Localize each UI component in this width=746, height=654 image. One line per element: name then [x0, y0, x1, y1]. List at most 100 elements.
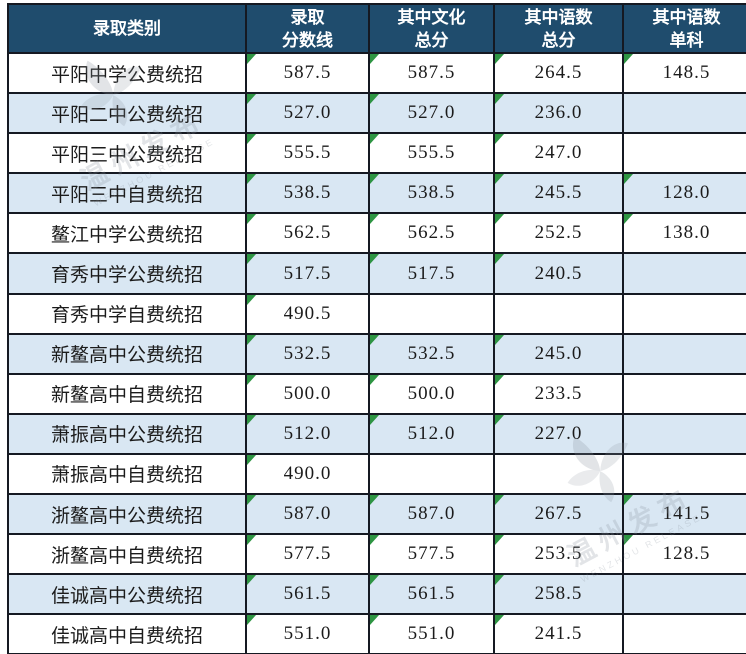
score-cell: 577.5 — [368, 533, 495, 576]
score-cell: 141.5 — [622, 493, 746, 536]
category-cell: 浙鳌高中自费统招 — [7, 533, 247, 576]
category-cell: 新鳌高中自费统招 — [7, 372, 247, 415]
table-row: 平阳三中公费统招 555.5 555.5 247.0 — [7, 132, 746, 175]
header-row: 录取类别 录取 分数线 其中文化 总分 其中语数 总分 其中语数 单科 — [7, 3, 746, 54]
table-row: 鳌江中学公费统招 562.5 562.5 252.5 138.0 — [7, 212, 746, 255]
score-cell: 517.5 — [368, 252, 495, 295]
empty-cell — [622, 292, 746, 335]
empty-cell — [493, 452, 624, 496]
score-cell: 247.0 — [493, 132, 624, 175]
category-cell: 鳌江中学公费统招 — [7, 212, 247, 255]
score-cell: 532.5 — [368, 332, 495, 375]
score-cell: 500.0 — [245, 372, 370, 415]
score-cell: 538.5 — [368, 172, 495, 215]
empty-cell — [368, 292, 495, 335]
table-row: 平阳二中公费统招 527.0 527.0 236.0 — [7, 92, 746, 135]
table-row: 育秀中学自费统招 490.5 — [7, 292, 746, 335]
score-cell: 562.5 — [245, 212, 370, 255]
empty-cell — [622, 252, 746, 295]
score-cell: 587.0 — [368, 493, 495, 536]
score-cell: 512.0 — [368, 412, 495, 455]
empty-cell — [622, 452, 746, 496]
empty-cell — [622, 573, 746, 616]
score-cell: 577.5 — [245, 533, 370, 576]
header-culture-total: 其中文化 总分 — [368, 3, 495, 54]
empty-cell — [493, 292, 624, 335]
score-cell: 527.0 — [245, 92, 370, 135]
category-cell: 平阳中学公费统招 — [7, 51, 247, 95]
table-row: 萧振高中公费统招 512.0 512.0 227.0 — [7, 412, 746, 455]
score-cell: 253.5 — [493, 533, 624, 576]
score-cell: 236.0 — [493, 92, 624, 135]
empty-cell — [622, 132, 746, 175]
score-cell: 267.5 — [493, 493, 624, 536]
score-cell: 264.5 — [493, 51, 624, 95]
score-cell: 551.0 — [368, 613, 495, 654]
score-cell: 500.0 — [368, 372, 495, 415]
header-chinese-math-total: 其中语数 总分 — [493, 3, 624, 54]
score-cell: 245.0 — [493, 332, 624, 375]
table-row: 佳诚高中公费统招 561.5 561.5 258.5 — [7, 573, 746, 616]
table-row: 新鳌高中公费统招 532.5 532.5 245.0 — [7, 332, 746, 375]
score-cell: 490.0 — [245, 452, 370, 496]
score-cell: 138.0 — [622, 212, 746, 255]
table-row: 萧振高中自费统招 490.0 — [7, 452, 746, 496]
score-cell: 128.0 — [622, 172, 746, 215]
score-cell: 562.5 — [368, 212, 495, 255]
score-cell: 561.5 — [245, 573, 370, 616]
table-row: 浙鳌高中公费统招 587.0 587.0 267.5 141.5 — [7, 493, 746, 536]
score-cell: 517.5 — [245, 252, 370, 295]
score-cell: 561.5 — [368, 573, 495, 616]
score-cell: 252.5 — [493, 212, 624, 255]
header-score-line: 录取 分数线 — [245, 3, 370, 54]
table-row: 佳诚高中自费统招 551.0 551.0 241.5 — [7, 613, 746, 654]
score-cell: 148.5 — [622, 51, 746, 95]
score-cell: 587.5 — [245, 51, 370, 95]
table-row: 平阳三中自费统招 538.5 538.5 245.5 128.0 — [7, 172, 746, 215]
score-cell: 490.5 — [245, 292, 370, 335]
score-cell: 245.5 — [493, 172, 624, 215]
table-row: 育秀中学公费统招 517.5 517.5 240.5 — [7, 252, 746, 295]
empty-cell — [622, 332, 746, 375]
header-chinese-math-single: 其中语数 单科 — [622, 3, 746, 54]
score-cell: 538.5 — [245, 172, 370, 215]
table-body: 平阳中学公费统招 587.5 587.5 264.5 148.5 平阳二中公费统招 527.… — [7, 51, 746, 654]
score-cell: 587.0 — [245, 493, 370, 536]
score-cell: 587.5 — [368, 51, 495, 95]
category-cell: 平阳三中自费统招 — [7, 172, 247, 215]
category-cell: 萧振高中公费统招 — [7, 412, 247, 455]
category-cell: 佳诚高中公费统招 — [7, 573, 247, 616]
score-cell: 527.0 — [368, 92, 495, 135]
category-cell: 萧振高中自费统招 — [7, 452, 247, 496]
category-cell: 佳诚高中自费统招 — [7, 613, 247, 654]
score-cell: 532.5 — [245, 332, 370, 375]
category-cell: 育秀中学自费统招 — [7, 292, 247, 335]
score-cell: 233.5 — [493, 372, 624, 415]
score-cell: 512.0 — [245, 412, 370, 455]
score-cell: 227.0 — [493, 412, 624, 455]
score-cell: 555.5 — [368, 132, 495, 175]
score-cell: 240.5 — [493, 252, 624, 295]
empty-cell — [368, 452, 495, 496]
category-cell: 新鳌高中公费统招 — [7, 332, 247, 375]
empty-cell — [622, 613, 746, 654]
table-row: 平阳中学公费统招 587.5 587.5 264.5 148.5 — [7, 51, 746, 95]
header-category-label: 录取类别 — [93, 19, 161, 38]
empty-cell — [622, 372, 746, 415]
score-cell: 551.0 — [245, 613, 370, 654]
empty-cell — [622, 412, 746, 455]
admission-scores-table: 录取类别 录取 分数线 其中文化 总分 其中语数 总分 其中语数 单科 — [7, 3, 746, 654]
category-cell: 平阳二中公费统招 — [7, 92, 247, 135]
category-cell: 育秀中学公费统招 — [7, 252, 247, 295]
score-cell: 241.5 — [493, 613, 624, 654]
score-cell: 555.5 — [245, 132, 370, 175]
header-category: 录取类别 — [7, 3, 247, 54]
category-cell: 平阳三中公费统招 — [7, 132, 247, 175]
score-cell: 128.5 — [622, 533, 746, 576]
empty-cell — [622, 92, 746, 135]
category-cell: 浙鳌高中公费统招 — [7, 493, 247, 536]
score-cell: 258.5 — [493, 573, 624, 616]
table-row: 浙鳌高中自费统招 577.5 577.5 253.5 128.5 — [7, 533, 746, 576]
table-row: 新鳌高中自费统招 500.0 500.0 233.5 — [7, 372, 746, 415]
